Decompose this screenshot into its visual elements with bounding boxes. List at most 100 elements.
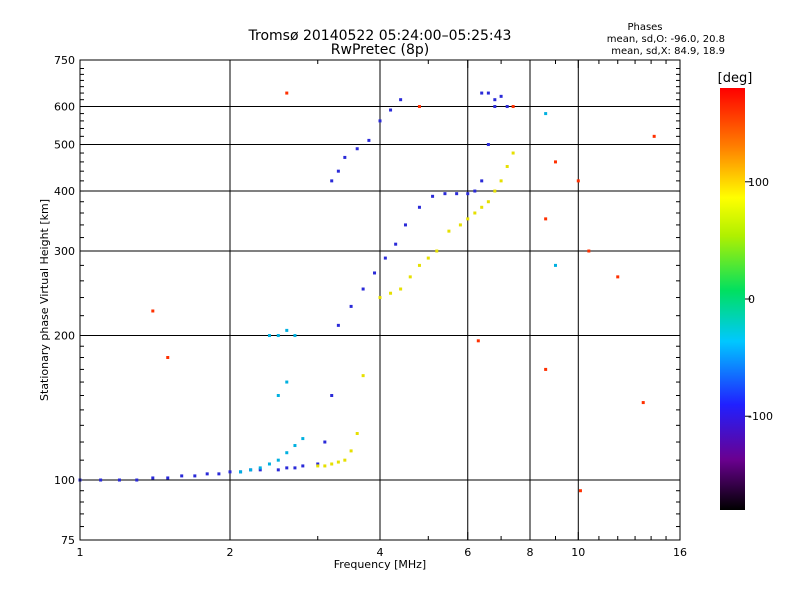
y-tick-label: 750	[54, 54, 75, 67]
data-point	[367, 138, 371, 142]
data-point	[330, 179, 334, 183]
data-point	[443, 192, 447, 196]
data-point	[151, 309, 155, 313]
data-point	[258, 466, 262, 470]
data-point	[323, 440, 327, 444]
data-point	[316, 464, 320, 468]
data-point	[378, 296, 382, 300]
data-point	[544, 367, 548, 371]
data-point	[447, 229, 451, 233]
data-point	[616, 275, 620, 279]
data-point	[349, 304, 353, 308]
grid-lines	[80, 60, 680, 540]
data-point	[151, 476, 155, 480]
data-point	[399, 287, 403, 291]
y-tick-label: 300	[54, 245, 75, 258]
data-point	[511, 105, 515, 109]
data-point	[641, 401, 645, 405]
data-point	[343, 155, 347, 159]
data-point	[301, 464, 305, 468]
data-point	[276, 458, 280, 462]
data-point	[361, 287, 365, 291]
data-point	[553, 263, 557, 267]
data-point	[293, 466, 297, 470]
data-point	[480, 91, 484, 95]
data-point	[336, 460, 340, 464]
stats-line-o: mean, sd,O: -96.0, 20.8	[607, 34, 725, 45]
data-points	[78, 91, 656, 493]
data-point	[511, 151, 515, 155]
data-point	[301, 437, 305, 441]
data-point	[180, 474, 184, 478]
data-point	[473, 211, 477, 215]
data-point	[455, 192, 459, 196]
data-point	[373, 271, 377, 275]
colorbar	[720, 88, 745, 510]
x-tick-labels: 1 2 4 6 8 10 16	[77, 546, 688, 559]
data-point	[285, 466, 289, 470]
data-point	[480, 179, 484, 183]
data-point	[135, 478, 139, 482]
x-tick-label: 4	[377, 546, 384, 559]
data-point	[553, 160, 557, 164]
y-tick-labels: 75 100 200 300 400 500 600 750	[54, 54, 75, 547]
data-point	[399, 98, 403, 102]
data-point	[316, 462, 320, 466]
data-point	[499, 94, 503, 98]
x-tick-label: 6	[464, 546, 471, 559]
data-point	[473, 189, 477, 193]
data-point	[426, 256, 430, 260]
data-point	[285, 380, 289, 384]
data-point	[394, 242, 398, 246]
data-point	[652, 134, 656, 138]
data-point	[267, 462, 271, 466]
data-point	[336, 323, 340, 327]
data-point	[258, 468, 262, 472]
data-point	[117, 478, 121, 482]
data-point	[99, 478, 103, 482]
data-point	[193, 474, 197, 478]
colorbar-label: [deg]	[718, 71, 753, 86]
data-point	[343, 458, 347, 462]
data-point	[417, 263, 421, 267]
data-point	[486, 91, 490, 95]
data-point	[217, 472, 221, 476]
data-point	[293, 334, 297, 338]
data-point	[361, 374, 365, 378]
y-tick-label: 500	[54, 139, 75, 152]
x-tick-label: 8	[527, 546, 534, 559]
data-point	[285, 91, 289, 95]
data-point	[466, 217, 470, 221]
data-point	[205, 472, 209, 476]
data-point	[486, 200, 490, 204]
data-point	[408, 275, 412, 279]
colorbar-tick-label: 0	[748, 293, 755, 306]
data-point	[383, 256, 387, 260]
stats-title: Phases	[627, 22, 662, 33]
data-point	[544, 217, 548, 221]
data-point	[505, 164, 509, 168]
data-point	[576, 179, 580, 183]
data-point	[330, 394, 334, 398]
data-point	[493, 189, 497, 193]
data-point	[417, 205, 421, 209]
data-point	[389, 108, 393, 112]
stats-line-x: mean, sd,X: 84.9, 18.9	[611, 46, 725, 57]
data-point	[276, 334, 280, 338]
data-point	[417, 105, 421, 109]
data-point	[293, 444, 297, 448]
data-point	[493, 105, 497, 109]
y-tick-label: 600	[54, 101, 75, 114]
data-point	[355, 147, 359, 151]
data-point	[276, 394, 280, 398]
data-point	[458, 223, 462, 227]
data-point	[486, 143, 490, 147]
y-tick-label: 100	[54, 474, 75, 487]
data-point	[466, 192, 470, 196]
y-tick-label: 75	[61, 534, 75, 547]
data-point	[378, 119, 382, 123]
axis-ticks	[79, 60, 681, 540]
colorbar-tick-label: -100	[748, 410, 773, 423]
data-point	[499, 179, 503, 183]
